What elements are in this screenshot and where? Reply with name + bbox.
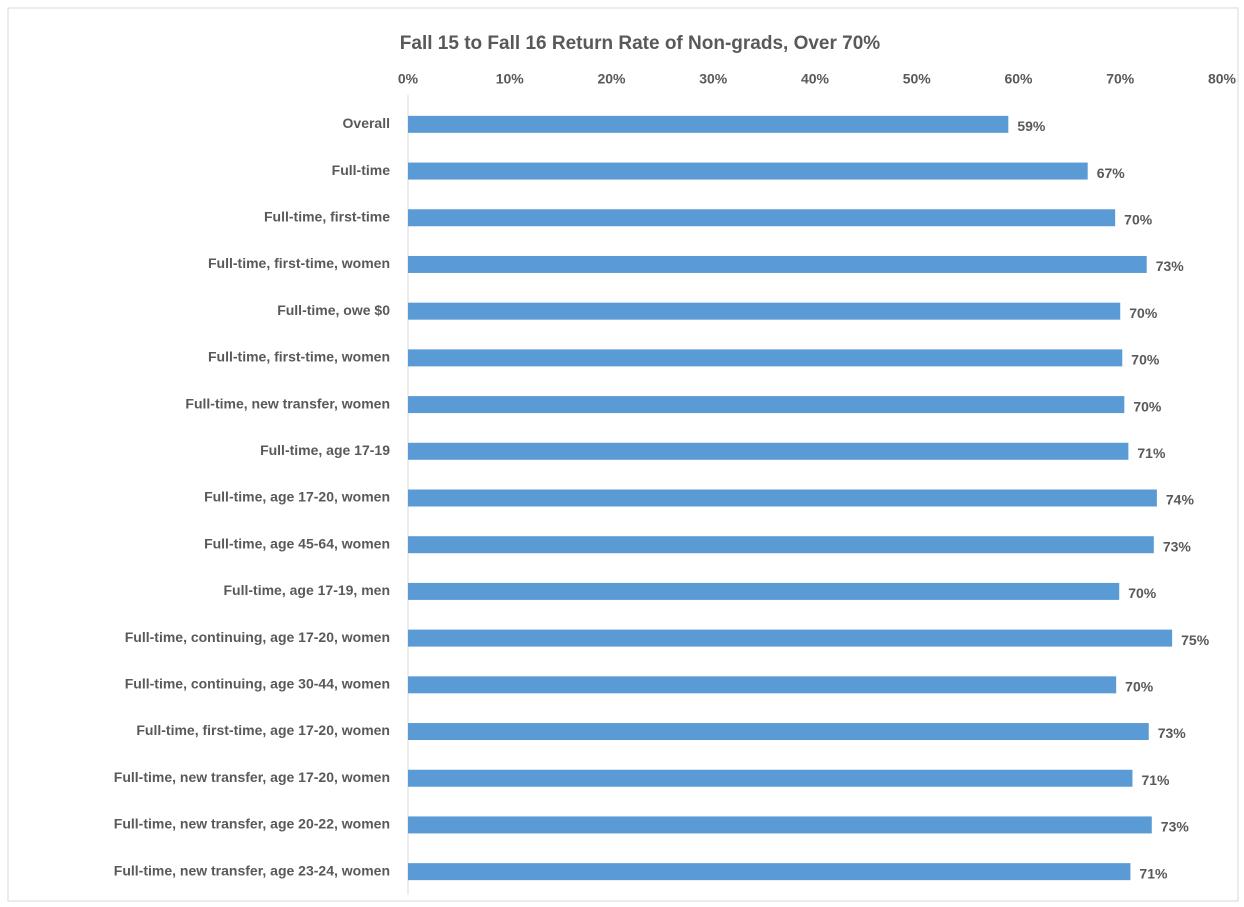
y-tick-label: Full-time, continuing, age 30-44, women <box>125 676 390 692</box>
y-tick-label: Full-time, new transfer, age 17-20, wome… <box>114 769 390 785</box>
y-tick-label: Full-time, age 17-19 <box>260 442 390 458</box>
y-tick-label: Full-time, age 45-64, women <box>204 535 390 551</box>
bar <box>408 723 1149 741</box>
data-label: 71% <box>1141 772 1170 788</box>
x-tick-label: 70% <box>1106 71 1135 87</box>
y-tick-label: Full-time, age 17-20, women <box>204 489 390 505</box>
bar <box>408 536 1154 554</box>
y-tick-label: Full-time <box>332 162 391 178</box>
bar <box>408 676 1117 694</box>
data-label: 73% <box>1161 819 1190 835</box>
data-label: 59% <box>1017 118 1046 134</box>
y-tick-label: Full-time, new transfer, women <box>185 395 390 411</box>
data-label: 73% <box>1163 538 1192 554</box>
data-label: 67% <box>1097 165 1126 181</box>
bar <box>408 302 1121 320</box>
y-tick-label: Full-time, age 17-19, men <box>224 582 391 598</box>
bar <box>408 396 1125 414</box>
y-tick-label: Full-time, first-time <box>264 208 390 224</box>
data-label: 70% <box>1128 585 1157 601</box>
x-tick-label: 30% <box>699 71 728 87</box>
x-tick-label: 20% <box>597 71 626 87</box>
bar <box>408 442 1129 460</box>
y-tick-label: Full-time, new transfer, age 23-24, wome… <box>114 862 390 878</box>
x-tick-label: 0% <box>398 71 419 87</box>
data-label: 73% <box>1156 258 1185 274</box>
bar <box>408 582 1120 600</box>
chart-title: Fall 15 to Fall 16 Return Rate of Non-gr… <box>400 33 881 54</box>
bar <box>408 816 1152 834</box>
data-label: 71% <box>1137 445 1166 461</box>
bar <box>408 162 1088 180</box>
y-tick-label: Full-time, owe $0 <box>277 302 390 318</box>
bar <box>408 629 1173 647</box>
bar <box>408 209 1116 227</box>
y-tick-label: Full-time, new transfer, age 20-22, wome… <box>114 816 390 832</box>
y-tick-label: Full-time, first-time, women <box>208 255 390 271</box>
x-tick-label: 40% <box>801 71 830 87</box>
x-tick-label: 50% <box>903 71 932 87</box>
bar <box>408 115 1009 133</box>
data-label: 75% <box>1181 632 1210 648</box>
x-tick-label: 60% <box>1004 71 1033 87</box>
y-tick-label: Full-time, first-time, women <box>208 349 390 365</box>
data-label: 70% <box>1125 679 1154 695</box>
y-tick-label: Full-time, continuing, age 17-20, women <box>125 629 390 645</box>
bar <box>408 255 1147 273</box>
data-label: 70% <box>1133 398 1162 414</box>
data-label: 70% <box>1124 211 1153 227</box>
y-tick-label: Full-time, first-time, age 17-20, women <box>136 722 390 738</box>
x-tick-label: 80% <box>1208 71 1237 87</box>
bar <box>408 349 1123 367</box>
data-label: 74% <box>1166 492 1195 508</box>
bar <box>408 489 1157 507</box>
x-tick-label: 10% <box>496 71 525 87</box>
data-label: 70% <box>1131 352 1160 368</box>
data-label: 70% <box>1129 305 1158 321</box>
data-label: 73% <box>1158 725 1187 741</box>
bar <box>408 863 1131 881</box>
y-tick-label: Overall <box>343 115 390 131</box>
bar <box>408 769 1133 787</box>
data-label: 71% <box>1139 865 1168 881</box>
